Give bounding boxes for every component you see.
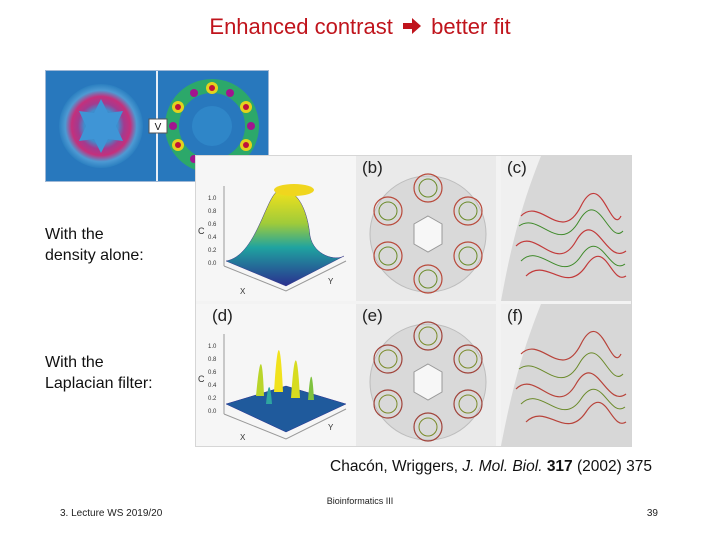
c-axis-label: C — [198, 374, 205, 384]
y-axis-label: Y — [328, 423, 334, 432]
slide-title: Enhanced contrast better fit — [0, 14, 720, 40]
density-label-line2: density alone: — [45, 247, 144, 264]
page-number: 39 — [646, 508, 658, 519]
c-axis-label: C — [198, 226, 205, 236]
citation-authors: Chacón, Wriggers, — [330, 458, 459, 475]
panel-f-image: (f) — [501, 304, 631, 446]
panel-label-b: (b) — [362, 158, 383, 177]
panel-d-laplacian-plot: 1.0 0.8 0.6 0.4 0.2 0.0 C X Y (d) — [196, 304, 356, 446]
laplacian-row-label: With the Laplacian filter: — [45, 352, 153, 394]
title-right-text: better fit — [431, 14, 511, 39]
x-axis-label: X — [240, 287, 246, 296]
z-tick: 0.4 — [208, 383, 217, 389]
z-tick: 0.8 — [208, 209, 217, 215]
density-label-line1: With the — [45, 226, 104, 243]
density-surface-plot: 1.0 0.8 0.6 0.4 0.2 0.0 C X Y — [196, 156, 356, 301]
x-axis-label: X — [240, 433, 246, 442]
z-tick: 0.6 — [208, 222, 217, 228]
z-tick: 0.6 — [208, 370, 217, 376]
right-arrow-icon — [402, 14, 421, 40]
panel-label-f: (f) — [507, 306, 524, 325]
panel-b-image: (b) — [356, 156, 496, 301]
citation-journal: J. Mol. Biol. — [462, 458, 543, 475]
z-tick: 1.0 — [208, 196, 217, 202]
citation-year-pages: (2002) 375 — [577, 458, 652, 475]
panel-label-c: (c) — [507, 158, 527, 177]
density-comparison-image: V — [45, 70, 269, 182]
title-left-text: Enhanced contrast — [209, 14, 393, 39]
panel-label-e: (e) — [362, 306, 383, 325]
footer-lecture: 3. Lecture WS 2019/20 — [60, 508, 163, 519]
citation-volume: 317 — [546, 458, 573, 475]
panel-label-d: (d) — [212, 306, 233, 325]
z-tick: 0.8 — [208, 357, 217, 363]
density-row-label: With the density alone: — [45, 224, 144, 266]
fitting-results-figure: 1.0 0.8 0.6 0.4 0.2 0.0 C X Y — [195, 155, 632, 447]
laplacian-label-line1: With the — [45, 354, 104, 371]
panel-e-image: (e) — [356, 304, 496, 446]
citation: Chacón, Wriggers, J. Mol. Biol. 317 (200… — [330, 458, 652, 476]
footer-course: Bioinformatics III — [326, 496, 394, 506]
y-axis-label: Y — [328, 277, 334, 286]
z-tick: 0.4 — [208, 235, 217, 241]
z-tick: 1.0 — [208, 344, 217, 350]
z-tick: 0.0 — [208, 261, 217, 267]
z-tick: 0.2 — [208, 248, 217, 254]
laplacian-label-line2: Laplacian filter: — [45, 375, 153, 392]
z-tick: 0.0 — [208, 409, 217, 415]
panel-c-image: (c) — [501, 156, 631, 301]
arrow-badge-text: V — [155, 122, 162, 133]
z-tick: 0.2 — [208, 396, 217, 402]
